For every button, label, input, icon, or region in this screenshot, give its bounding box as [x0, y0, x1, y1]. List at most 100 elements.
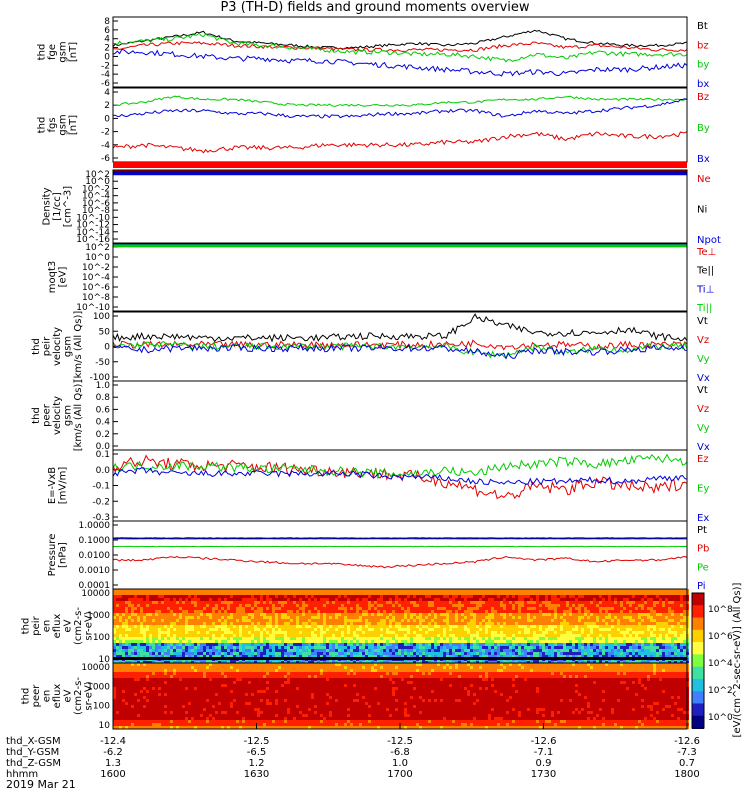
spectrogram-cell — [299, 637, 302, 640]
spectrogram-cell — [641, 610, 644, 613]
spectrogram-cell — [626, 592, 629, 595]
spectrogram-cell — [563, 589, 566, 592]
spectrogram-cell — [149, 601, 152, 604]
spectrogram-cell — [518, 646, 521, 649]
spectrogram-cell — [659, 595, 662, 598]
spectrogram-cell — [200, 592, 203, 595]
spectrogram-cell — [632, 595, 635, 598]
spectrogram-cell — [461, 649, 464, 652]
spectrogram-cell — [242, 592, 245, 595]
spectrogram-cell — [260, 655, 263, 658]
spectrogram-cell — [128, 616, 131, 619]
spectrogram-cell — [656, 619, 659, 622]
spectrogram-cell — [308, 607, 311, 610]
spectrogram-cell — [581, 646, 584, 649]
spectrogram-cell — [137, 634, 140, 637]
spectrogram-cell — [161, 622, 164, 625]
spectrogram-cell — [554, 628, 557, 631]
spectrogram-cell — [419, 652, 422, 655]
spectrogram-cell — [221, 589, 224, 592]
spectrogram-cell — [158, 625, 161, 628]
spectrogram-cell — [293, 628, 296, 631]
spectrogram-cell — [365, 640, 368, 643]
spectrogram-cell — [260, 595, 263, 598]
spectrogram-cell — [650, 622, 653, 625]
spectrogram-cell — [470, 616, 473, 619]
panel-ylabel: gsm — [57, 114, 68, 135]
spectrogram-cell — [518, 631, 521, 634]
spectrogram-cell — [461, 655, 464, 658]
spectrogram-cell — [152, 625, 155, 628]
spectrogram-cell — [464, 619, 467, 622]
spectrogram-cell — [665, 613, 668, 616]
spectrogram-cell — [659, 646, 662, 649]
spectrogram-cell — [638, 598, 641, 601]
spectrogram-cell — [509, 589, 512, 592]
spectrogram-cell — [185, 598, 188, 601]
spectrogram-cell — [263, 589, 266, 592]
spectrogram-cell — [410, 604, 413, 607]
panel-ylabel: thd — [21, 618, 32, 635]
spectrogram-cell — [296, 613, 299, 616]
spectrogram-cell — [326, 607, 329, 610]
spectrogram-cell — [272, 595, 275, 598]
spectrogram-cell — [146, 604, 149, 607]
spectrogram-cell — [329, 652, 332, 655]
spectrogram-cell — [551, 637, 554, 640]
spectrogram-cell — [470, 628, 473, 631]
spectrogram-cell — [404, 610, 407, 613]
spectrogram-cell — [458, 607, 461, 610]
spectrogram-cell — [131, 604, 134, 607]
spectrogram-cell — [347, 619, 350, 622]
spectrogram-cell — [404, 652, 407, 655]
spectrogram-cell — [269, 643, 272, 646]
spectrogram-cell — [548, 616, 551, 619]
spectrogram-cell — [590, 610, 593, 613]
spectrogram-cell — [530, 604, 533, 607]
spectrogram-cell — [497, 607, 500, 610]
spectrogram-cell — [440, 616, 443, 619]
series-legend-label: bz — [697, 40, 709, 51]
spectrogram-cell — [260, 631, 263, 634]
spectrogram-cell — [197, 619, 200, 622]
spectrogram-cell — [407, 592, 410, 595]
spectrogram-cell — [209, 655, 212, 658]
spectrogram-cell — [638, 634, 641, 637]
spectrogram-cell — [587, 610, 590, 613]
spectrogram-cell — [458, 634, 461, 637]
spectrogram-cell — [365, 598, 368, 601]
spectrogram-cell — [509, 625, 512, 628]
spectrogram-cell — [173, 655, 176, 658]
spectrogram-cell — [344, 655, 347, 658]
series-legend-label: Vx — [697, 442, 710, 453]
spectrogram-cell — [140, 631, 143, 634]
spectrogram-cell — [446, 598, 449, 601]
spectrogram-cell — [338, 634, 341, 637]
spectrogram-cell — [275, 595, 278, 598]
spectrogram-cell — [293, 652, 296, 655]
spectrogram-cell — [293, 604, 296, 607]
spectrogram-cell — [473, 592, 476, 595]
spectrogram-cell — [251, 649, 254, 652]
spectrogram-cell — [536, 589, 539, 592]
spectrogram-cell — [524, 613, 527, 616]
ytick-label: 50 — [99, 327, 111, 337]
spectrogram-cell — [212, 640, 215, 643]
spectrogram-cell — [341, 634, 344, 637]
spectrogram-cell — [200, 649, 203, 652]
spectrogram-cell — [647, 631, 650, 634]
spectrogram-cell — [587, 616, 590, 619]
spectrogram-cell — [554, 646, 557, 649]
spectrogram-cell — [185, 649, 188, 652]
spectrogram-cell — [590, 598, 593, 601]
spectrogram-cell — [524, 643, 527, 646]
spectrogram-cell — [329, 589, 332, 592]
spectrogram-cell — [617, 604, 620, 607]
spectrogram-cell — [668, 646, 671, 649]
spectrogram-cell — [518, 640, 521, 643]
spectrogram-cell — [404, 643, 407, 646]
spectrogram-cell — [272, 646, 275, 649]
spectrogram-cell — [683, 607, 686, 610]
spectrogram-cell — [593, 652, 596, 655]
spectrogram-cell — [656, 655, 659, 658]
